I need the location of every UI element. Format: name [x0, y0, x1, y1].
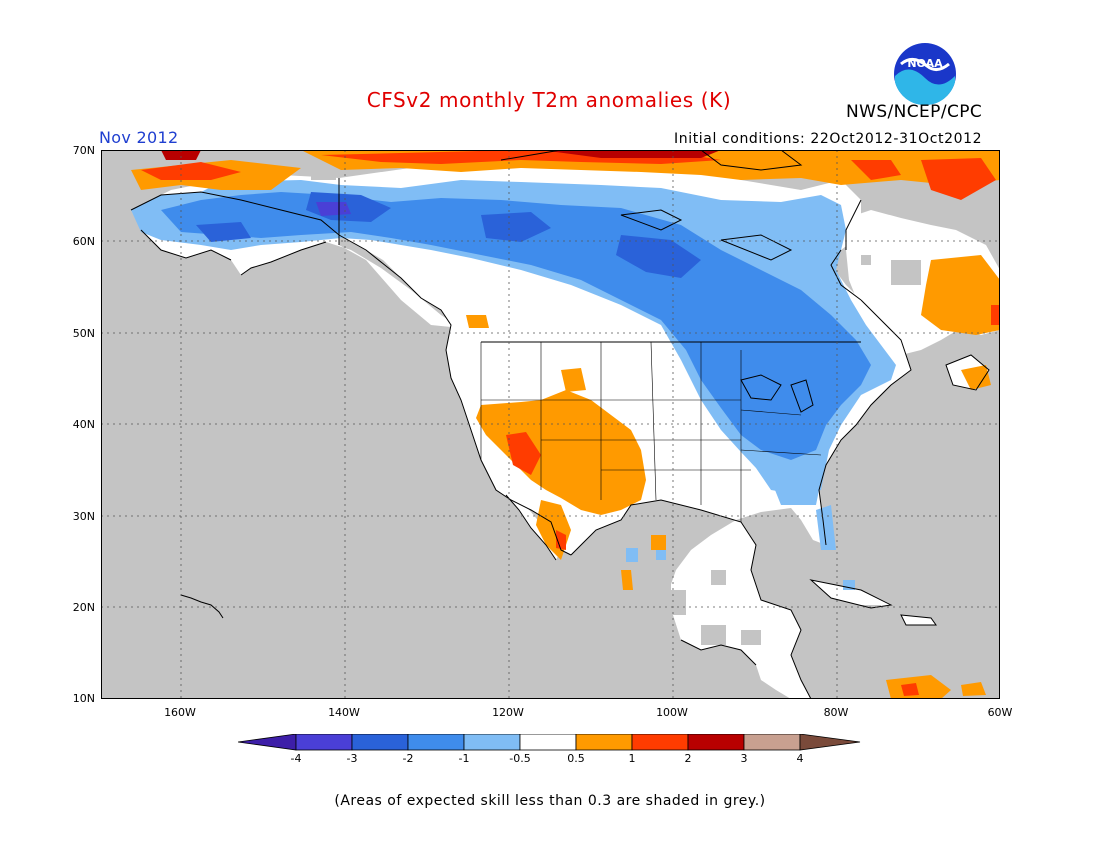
lat-label-70n: 70N	[72, 144, 95, 157]
noaa-logo-text: NOAA	[907, 57, 943, 70]
noaa-logo: NOAA	[894, 43, 956, 106]
lat-label-10n: 10N	[72, 692, 95, 705]
lat-label-50n: 50N	[72, 327, 95, 340]
lon-label-120w: 120W	[492, 706, 524, 719]
colorbar-label: -3	[346, 752, 358, 765]
low-skill-areas	[206, 155, 921, 645]
state-borders	[480, 341, 822, 522]
colorbar-label: 4	[796, 752, 804, 765]
colorbar-label: -2	[402, 752, 414, 765]
lon-label-140w: 140W	[328, 706, 360, 719]
colorbar-label: 1	[628, 752, 636, 765]
lon-label-100w: 100W	[656, 706, 688, 719]
lat-label-60n: 60N	[72, 235, 95, 248]
footnote: (Areas of expected skill less than 0.3 a…	[334, 793, 766, 809]
forecast-month: Nov 2012	[99, 128, 179, 147]
colorbar-label: -1	[458, 752, 470, 765]
lon-label-160w: 160W	[164, 706, 196, 719]
lon-label-80w: 80W	[823, 706, 849, 719]
coastlines	[130, 150, 990, 699]
organization-label: NWS/NCEP/CPC	[846, 102, 983, 122]
colorbar-label: 2	[684, 752, 692, 765]
colorbar-label: 0.5	[567, 752, 585, 765]
lat-label-40n: 40N	[72, 418, 95, 431]
colorbar-label: 3	[740, 752, 748, 765]
lat-label-30n: 30N	[72, 510, 95, 523]
colorbar-label: -4	[290, 752, 302, 765]
anomaly-map	[101, 150, 1000, 699]
colorbar-label: -0.5	[509, 752, 531, 765]
graticule	[101, 150, 1000, 699]
chart-title: CFSv2 monthly T2m anomalies (K)	[366, 88, 732, 112]
map-frame	[101, 150, 1000, 699]
initial-conditions: Initial conditions: 22Oct2012-31Oct2012	[674, 131, 983, 147]
lon-label-60w: 60W	[987, 706, 1013, 719]
anomaly-fields	[131, 150, 1000, 699]
lat-label-20n: 20N	[72, 601, 95, 614]
colorbar	[238, 734, 861, 751]
